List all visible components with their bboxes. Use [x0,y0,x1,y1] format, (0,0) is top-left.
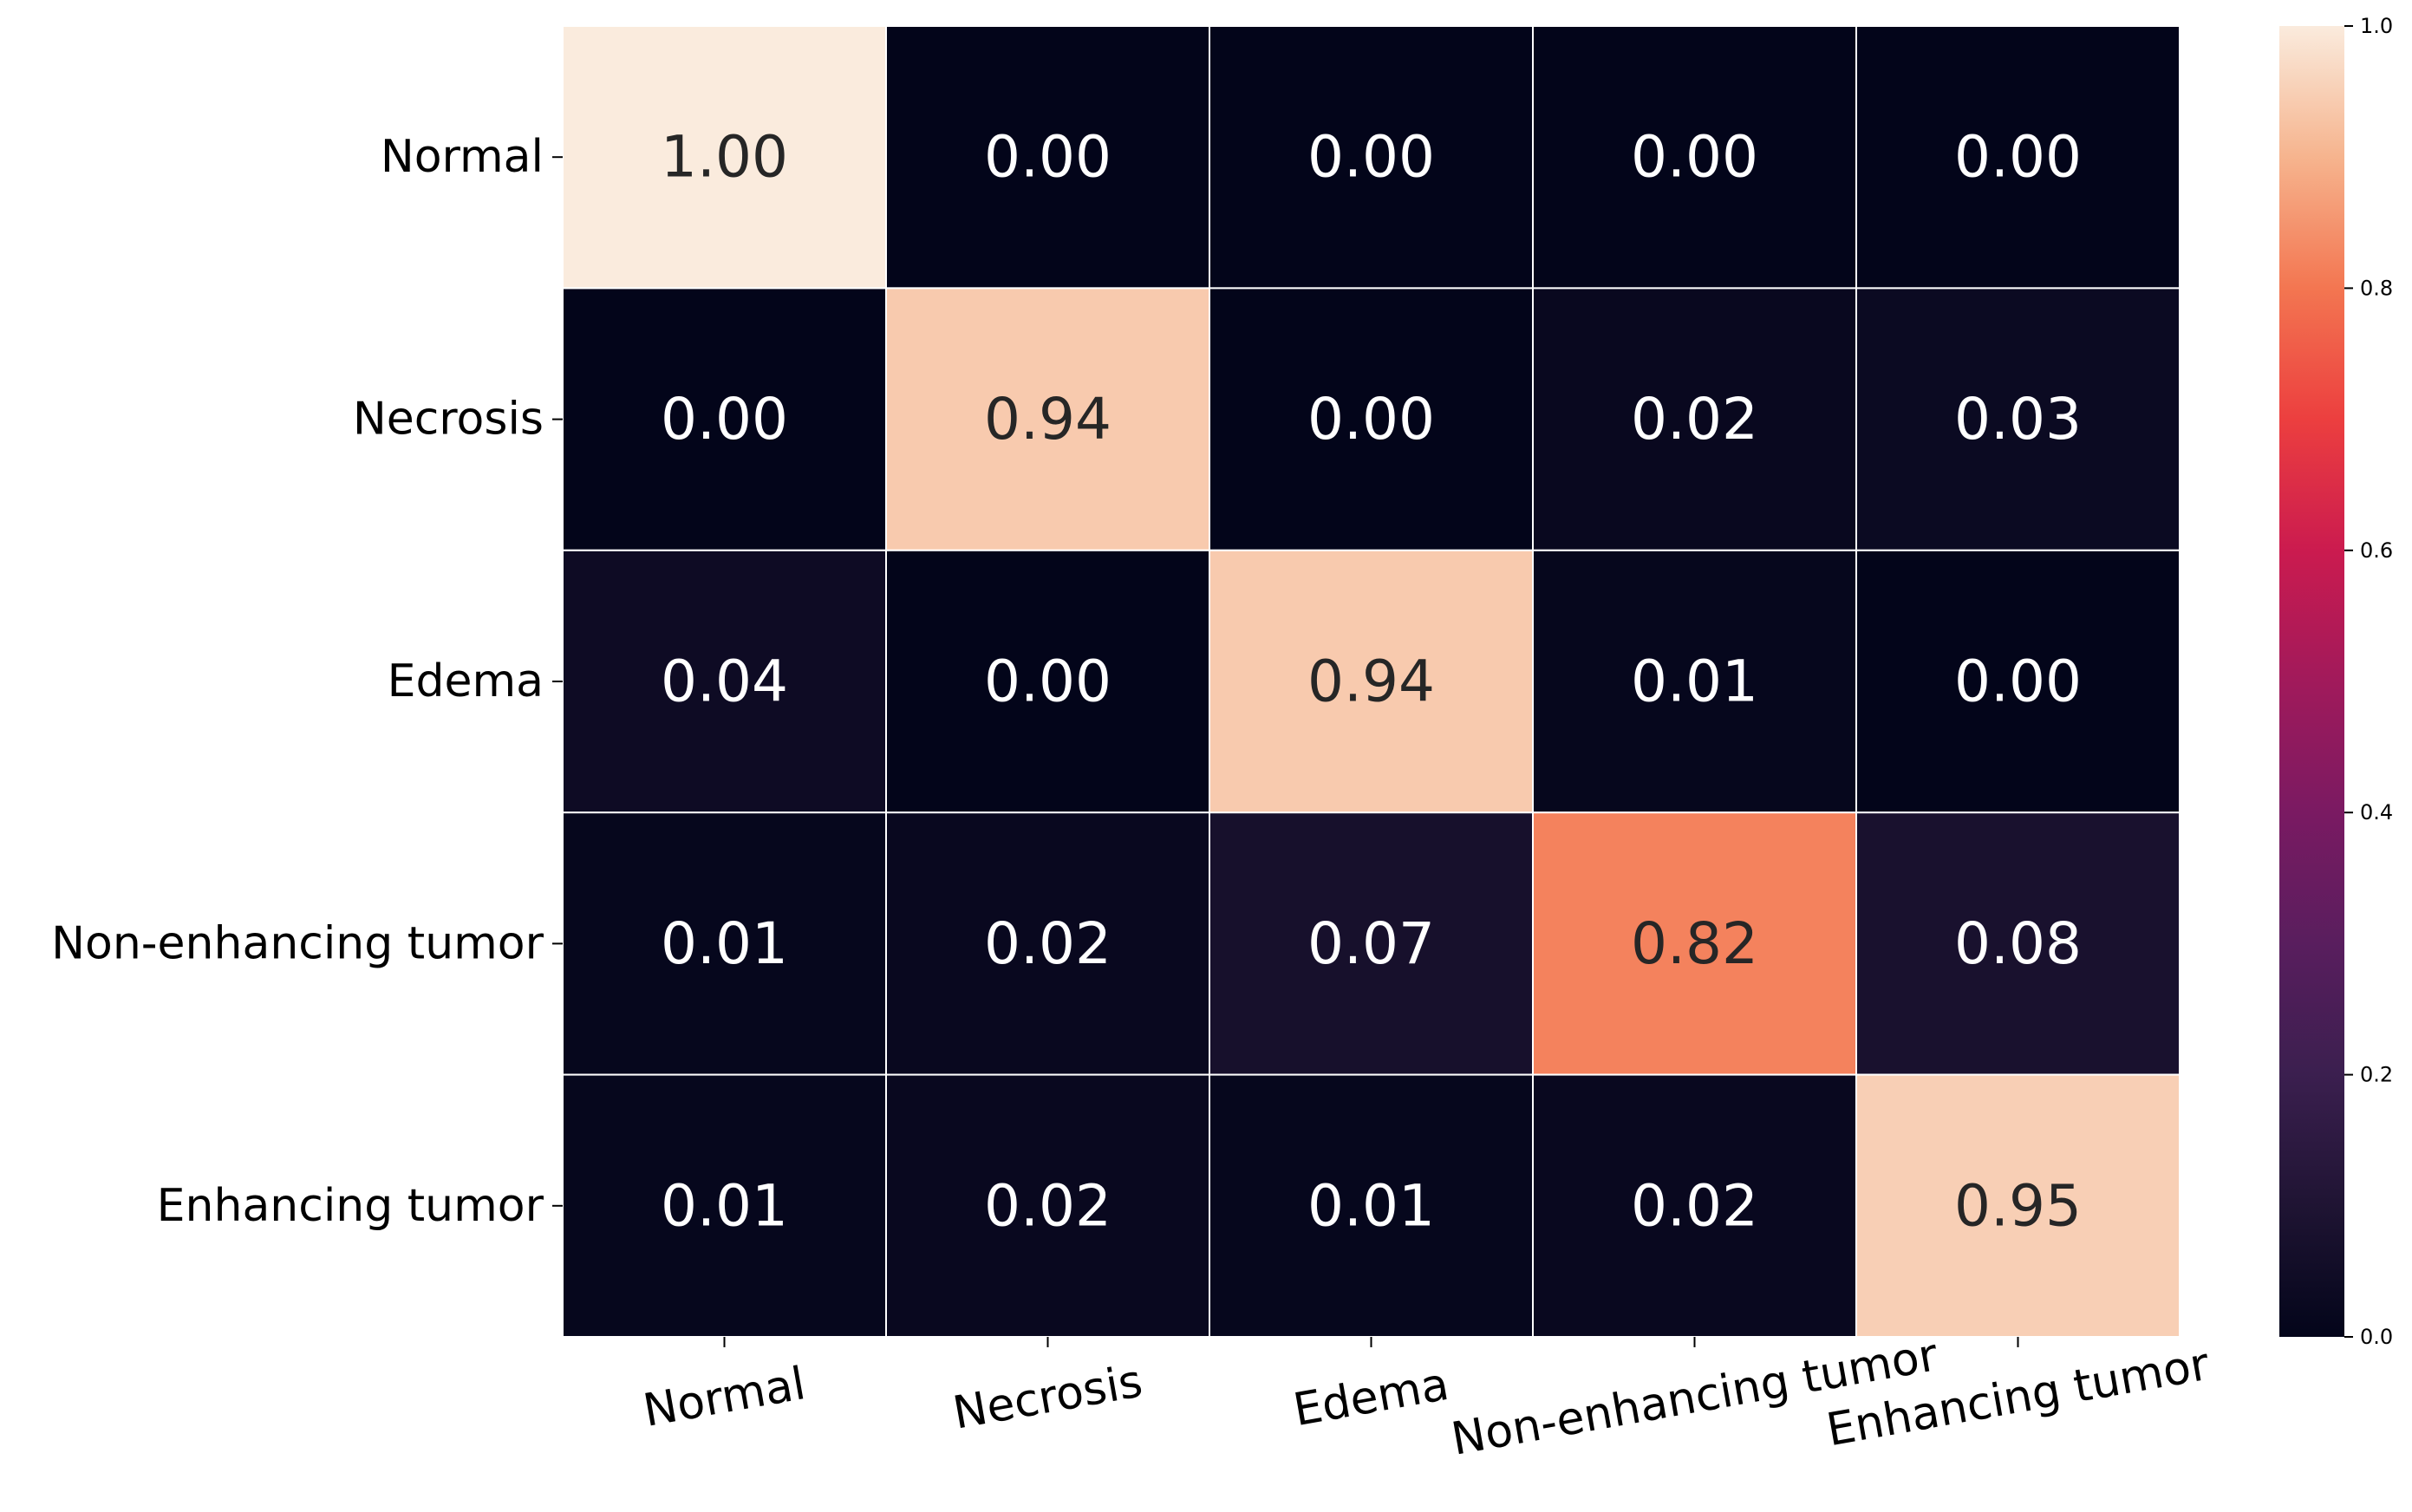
cell-value-label: 0.08 [1954,910,2082,977]
cell-value-label: 0.94 [1307,648,1435,715]
colorbar-tick-label: 0.2 [2360,1063,2393,1087]
cell-value-label: 0.00 [1307,386,1435,453]
heatmap-cell [1855,1073,2181,1338]
colorbar: 0.0 0.2 0.4 0.6 0.8 1.0 [2279,14,2393,1349]
x-tick-label-necrosis: Necrosis [949,1355,1146,1439]
x-tick-label-edema: Edema [1289,1359,1452,1437]
y-tick-label-enhancing-tumor: Enhancing tumor [157,1180,544,1232]
heatmap-cell [885,549,1210,814]
heatmap-cell [1209,1073,1534,1338]
cell-value-label: 0.01 [1307,1172,1435,1239]
cell-value-label: 0.03 [1954,386,2082,453]
cell-value-label: 0.01 [661,1172,788,1239]
heatmap-cell [1209,811,1534,1076]
heatmap-cell [885,287,1210,551]
cell-value-label: 0.00 [1954,648,2082,715]
cell-value-label: 0.82 [1631,910,1758,977]
cell-value-label: 0.00 [1307,124,1435,191]
colorbar-tick-label: 1.0 [2360,14,2393,38]
y-axis: Normal Necrosis Edema Non-enhancing tumor En… [51,131,563,1232]
heatmap-cell [1532,549,1857,814]
cell-value-label: 0.00 [661,386,788,453]
cell-value-label: 0.02 [1631,1172,1758,1239]
y-tick-label-necrosis: Necrosis [353,394,544,446]
cell-value-label: 0.04 [661,648,788,715]
cell-value-label: 0.02 [1631,386,1758,453]
cell-value-label: 0.02 [984,910,1111,977]
cell-value-label: 0.00 [1954,124,2082,191]
colorbar-tick-label: 0.4 [2360,800,2393,824]
heatmap-cell [1532,811,1857,1076]
cell-value-label: 0.95 [1954,1172,2082,1239]
heatmap-cell-labels: 1.00 0.00 0.00 0.00 0.00 0.00 0.94 0.00 0.02 0.03… [661,124,2082,1240]
x-tick-label-normal: Normal [640,1358,810,1437]
colorbar-tick-label: 0.0 [2360,1325,2393,1349]
heatmap-cell [562,1073,887,1338]
heatmap-cells [562,25,2181,1338]
heatmap-cell [1532,25,1857,290]
heatmap-cell [1855,811,2181,1076]
colorbar-tick-label: 0.6 [2360,538,2393,563]
cell-value-label: 0.00 [1631,124,1758,191]
heatmap-cell [562,25,887,290]
heatmap-cell [885,1073,1210,1338]
y-tick-label-edema: Edema [388,655,544,707]
heatmap-cell [1855,25,2181,290]
cell-value-label: 0.94 [984,386,1111,453]
heatmap-cell [885,25,1210,290]
cell-value-label: 0.07 [1307,910,1435,977]
cell-value-label: 0.01 [1631,648,1758,715]
cell-value-label: 0.00 [984,124,1111,191]
colorbar-gradient [2279,26,2344,1337]
heatmap-cell [1209,549,1534,814]
cell-value-label: 0.01 [661,910,788,977]
heatmap-cell [1855,287,2181,551]
cell-value-label: 0.00 [984,648,1111,715]
cell-value-label: 0.02 [984,1172,1111,1239]
heatmap-cell [1209,25,1534,290]
heatmap-cell [1209,287,1534,551]
heatmap-cell [562,287,887,551]
heatmap-cell [1855,549,2181,814]
y-tick-label-normal: Normal [381,131,544,183]
colorbar-tick-label: 0.8 [2360,276,2393,300]
heatmap-cell [885,811,1210,1076]
y-tick-label-non-enhancing-tumor: Non-enhancing tumor [51,917,544,969]
cell-value-label: 1.00 [661,124,788,191]
